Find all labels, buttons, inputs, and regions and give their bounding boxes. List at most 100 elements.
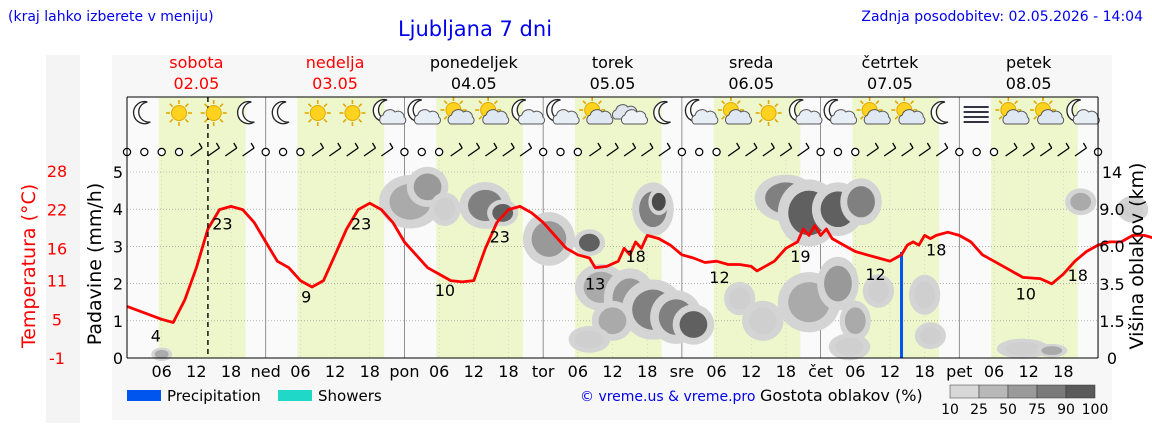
calm-wind-marker	[278, 147, 288, 157]
temperature-series	[126, 97, 1152, 358]
sun-ray	[1033, 100, 1038, 105]
left-axis-panel	[46, 55, 80, 423]
cloud-blob	[598, 307, 627, 335]
sun-ray	[1014, 100, 1019, 105]
weather-icons-row	[132, 97, 1100, 126]
sun-ray	[219, 103, 224, 108]
calm-wind-marker	[400, 147, 409, 157]
sun-ray	[358, 118, 363, 123]
cloud-density-level: 100	[1082, 402, 1109, 418]
sun-ray	[459, 100, 464, 105]
cloud-shape	[725, 109, 753, 125]
cloud-density-swatch	[1007, 384, 1038, 399]
region-hint-link[interactable]: (kraj lahko izberete v meniju)	[8, 9, 214, 25]
sun-icon	[200, 100, 227, 126]
x-tick-label: 06	[706, 362, 726, 381]
sun-ray	[894, 115, 899, 120]
cloud-density-scale: 10 25 50 75 90 100	[941, 384, 1109, 418]
day-band	[158, 97, 246, 358]
cloud-blob	[154, 349, 169, 359]
calm-wind-marker	[989, 147, 999, 157]
cloud-blob	[920, 326, 941, 345]
copyright-link[interactable]: © vreme.us & vreme.pro	[580, 389, 755, 405]
wind-barb-tick	[389, 142, 394, 149]
wind-barb-tick	[614, 142, 619, 149]
moon-cloud-icon	[684, 98, 719, 125]
sun-disc	[205, 105, 222, 121]
x-tick-label: 06	[429, 362, 449, 381]
cloud-density-level: 25	[970, 402, 988, 418]
x-tick-label: 18	[498, 362, 518, 381]
calm-wind-marker	[955, 147, 964, 157]
cloud-height-tick: 9.0	[1099, 200, 1124, 219]
sun-ray	[859, 115, 864, 120]
sun-ray	[774, 118, 779, 123]
wind-barb	[658, 147, 671, 157]
sun-ray	[721, 115, 726, 120]
wind-barb	[1057, 147, 1070, 157]
sun-disc	[171, 105, 188, 121]
sun-cloud-icon	[579, 97, 614, 125]
cloud-shape	[552, 109, 580, 125]
wind-barb-tick	[1013, 142, 1018, 149]
wind-barb-tick	[233, 142, 238, 149]
precip-tick: 0	[113, 349, 123, 368]
wind-barb-tick	[493, 142, 498, 149]
temperature-value-label: 10	[435, 281, 455, 300]
cloud-height-tick: 3.5	[1099, 275, 1124, 294]
x-tick-label: 18	[914, 362, 934, 381]
wind-barb-tick	[215, 142, 220, 149]
cloud-shape	[1002, 109, 1030, 125]
day-labels: sobota 02.05 nedelja 03.05 ponedeljek 04.05 to…	[169, 53, 1052, 93]
cloud-blob	[847, 186, 875, 218]
wind-barb-tick	[753, 142, 758, 149]
x-tick-label: 06	[984, 362, 1004, 381]
temperature-value-label: 23	[212, 215, 232, 234]
sun-ray	[169, 118, 174, 123]
temperature-tick: 5	[52, 310, 62, 329]
sun-ray	[184, 118, 189, 123]
wind-barb-tick	[736, 142, 741, 149]
cloud-density-level: 50	[999, 402, 1017, 418]
calm-wind-marker	[833, 147, 843, 157]
wind-barb-tick	[198, 142, 203, 149]
wind-barb	[883, 147, 897, 157]
calm-wind-marker	[538, 147, 548, 157]
temperature-value-label: 10	[1016, 284, 1036, 303]
moon-icon	[271, 100, 290, 125]
cloud-density-level: 10	[941, 402, 959, 418]
precipitation-bars	[900, 251, 904, 358]
page-title: Ljubljana 7 dni	[398, 17, 552, 41]
x-tick-label: 06	[845, 362, 865, 381]
temperature-value-label: 12	[709, 268, 729, 287]
wind-barb-tick	[770, 142, 775, 149]
cloud-shape	[586, 109, 614, 125]
wind-barb-tick	[1048, 142, 1053, 149]
wind-barb	[1005, 147, 1018, 157]
wind-barb-tick	[337, 142, 342, 149]
cloud-blob	[824, 265, 852, 302]
sun-ray	[582, 115, 587, 120]
wind-barb	[1039, 147, 1053, 157]
calm-wind-marker	[261, 147, 270, 157]
temperature-tick: 28	[47, 162, 67, 181]
sun-icon	[755, 100, 782, 126]
sun-ray	[307, 103, 312, 108]
precipitation-legend-label: Precipitation	[167, 387, 261, 405]
cloud-shape	[795, 109, 823, 125]
day-name: torek	[592, 53, 634, 72]
wind-barb	[207, 147, 220, 157]
moon-cloud-icon	[823, 98, 858, 125]
calm-wind-marker	[851, 147, 860, 157]
x-tick-label: čet	[808, 362, 833, 381]
cloud-density-level: 75	[1028, 402, 1046, 418]
cloud-blob	[1070, 192, 1092, 211]
temperature-value-label: 23	[490, 228, 510, 247]
wind-barb-tick	[354, 142, 359, 149]
moon-cloud-icon	[788, 98, 823, 125]
sun-cloud-icon	[995, 97, 1030, 125]
calm-wind-marker	[677, 147, 687, 157]
moon-icon	[930, 100, 949, 125]
moon-shape	[237, 100, 255, 125]
